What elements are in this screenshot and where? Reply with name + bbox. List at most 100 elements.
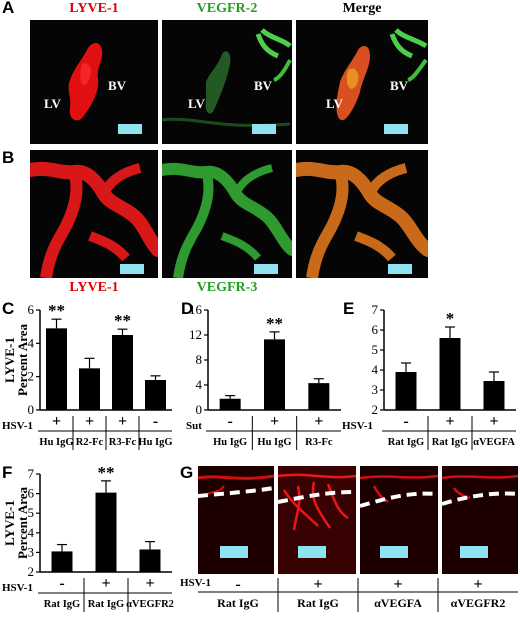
treatment-sign: + bbox=[145, 575, 154, 592]
treatment-sign: + bbox=[393, 576, 402, 593]
treatment-sign: + bbox=[489, 413, 498, 430]
scale-bar bbox=[380, 546, 408, 558]
bar bbox=[51, 551, 73, 572]
x-category-label: αVEGFA bbox=[374, 596, 422, 610]
y-tick-label: 6 bbox=[372, 322, 379, 337]
micrograph-a-vegfr2: LV BV bbox=[162, 20, 292, 144]
y-tick-label: 7 bbox=[372, 302, 379, 317]
y-tick-label: 7 bbox=[28, 466, 35, 481]
treatment-sign: + bbox=[118, 413, 127, 430]
x-category-label: R3-Fc bbox=[305, 437, 333, 448]
y-tick-label: 6 bbox=[28, 302, 35, 317]
title-a-merge: Merge bbox=[342, 1, 382, 16]
scale-bar bbox=[460, 546, 488, 558]
bar bbox=[112, 335, 133, 410]
chart-e: 2 3 4 5 6 7 - Rat IgG * + Rat IgG + αVEGFA HSV-1 bbox=[342, 302, 516, 450]
scale-bar bbox=[388, 264, 412, 274]
y-tick-label: 0 bbox=[28, 402, 35, 417]
title-a-vegfr2: VEGFR-2 bbox=[196, 1, 258, 16]
panel-label-g: G bbox=[180, 463, 194, 482]
y-tick-label: 16 bbox=[189, 302, 203, 317]
bar bbox=[219, 398, 241, 410]
scale-bar bbox=[252, 124, 276, 134]
scale-bar bbox=[384, 124, 408, 134]
bv-label-a2: BV bbox=[254, 78, 273, 93]
y-tick-label: 8 bbox=[196, 352, 203, 367]
treatment-sign: - bbox=[228, 413, 233, 430]
treatment-sign: + bbox=[314, 413, 323, 430]
y-tick-label: 0 bbox=[196, 402, 203, 417]
x-category-label: αVEGFA bbox=[473, 437, 515, 448]
y-axis-label: LYVE-1 bbox=[2, 337, 17, 383]
y-tick-label: 3 bbox=[28, 544, 35, 559]
micrograph-b-vegfr3 bbox=[162, 150, 292, 278]
treatment-row-label: HSV-1 bbox=[2, 420, 33, 432]
lv-label-a1: LV bbox=[44, 96, 61, 111]
panel-g-images bbox=[197, 466, 519, 574]
y-tick-label: 3 bbox=[372, 382, 379, 397]
y-tick-label: 2 bbox=[28, 564, 35, 579]
y-tick-label: 6 bbox=[28, 486, 35, 501]
treatment-row-label: HSV-1 bbox=[2, 582, 33, 594]
lv-label-a3: LV bbox=[326, 96, 343, 111]
title-b-lyve1: LYVE-1 bbox=[69, 280, 119, 295]
y-axis-label: Percent Area bbox=[15, 323, 30, 396]
scale-bar bbox=[120, 264, 144, 274]
micrograph-b-merge-drawing bbox=[296, 161, 428, 278]
y-tick-label: 12 bbox=[189, 327, 202, 342]
treatment-sign: + bbox=[445, 413, 454, 430]
x-category-label: Rat IgG bbox=[297, 596, 339, 610]
x-category-label: R3-Fc bbox=[109, 437, 137, 448]
y-tick-label: 4 bbox=[196, 377, 203, 392]
treatment-sign: - bbox=[403, 413, 408, 430]
y-tick-label: 4 bbox=[372, 362, 379, 377]
panel-label-d: D bbox=[181, 299, 194, 318]
treatment-sign: + bbox=[52, 413, 61, 430]
bv-label-a1: BV bbox=[108, 78, 127, 93]
chart-d: 0 4 8 12 16 - Hu IgG ** + Hu IgG + R3-Fc Sut bbox=[186, 302, 341, 450]
significance-marker: ** bbox=[266, 314, 283, 333]
treatment-sign: - bbox=[153, 413, 158, 430]
y-tick-label: 4 bbox=[28, 525, 35, 540]
panel-label-c: C bbox=[2, 299, 15, 318]
micrograph-a-lyve1: LV BV bbox=[30, 20, 158, 144]
treatment-sign: + bbox=[85, 413, 94, 430]
micrograph-b-lyve1-drawing bbox=[30, 161, 158, 278]
treatment-sign: - bbox=[59, 575, 64, 592]
x-category-label: αVEGFR2 bbox=[451, 596, 506, 610]
treatment-sign: + bbox=[101, 575, 110, 592]
bv-label-a3: BV bbox=[390, 78, 409, 93]
bar bbox=[46, 328, 67, 410]
treatment-sign: + bbox=[270, 413, 279, 430]
scale-bar bbox=[118, 124, 142, 134]
lv-label-a2: LV bbox=[188, 96, 205, 111]
treatment-sign: + bbox=[473, 576, 482, 593]
panel-label-f: F bbox=[2, 463, 13, 482]
x-category-label: Hu IgG bbox=[138, 437, 172, 448]
bar bbox=[395, 372, 417, 410]
treatment-row-label: HSV-1 bbox=[342, 420, 373, 432]
x-category-label: R2-Fc bbox=[76, 437, 104, 448]
bar bbox=[264, 339, 285, 410]
x-category-label: Rat IgG bbox=[44, 599, 80, 610]
bar bbox=[308, 383, 330, 410]
scale-bar bbox=[298, 546, 326, 558]
panel-label-b: B bbox=[2, 148, 15, 167]
treatment-row-label: HSV-1 bbox=[180, 577, 211, 589]
x-category-label: Hu IgG bbox=[39, 437, 73, 448]
y-tick-label: 5 bbox=[28, 505, 35, 520]
panel-g-treatment-axis: HSV-1 - Rat IgG + Rat IgG + αVEGFA + αVEGFR2 bbox=[180, 576, 518, 612]
y-tick-label: 5 bbox=[372, 342, 379, 357]
x-category-label: Rat IgG bbox=[217, 596, 259, 610]
bar bbox=[145, 380, 166, 410]
treatment-sign: - bbox=[235, 576, 240, 593]
micrograph-b-merge bbox=[296, 150, 428, 278]
treatment-row-label: Sut bbox=[186, 420, 202, 432]
y-tick-label: 2 bbox=[28, 369, 35, 384]
title-a-lyve1: LYVE-1 bbox=[69, 1, 119, 16]
micrograph-a-merge-drawing bbox=[336, 28, 428, 121]
x-category-label: Hu IgG bbox=[257, 437, 291, 448]
significance-marker: ** bbox=[114, 311, 131, 330]
